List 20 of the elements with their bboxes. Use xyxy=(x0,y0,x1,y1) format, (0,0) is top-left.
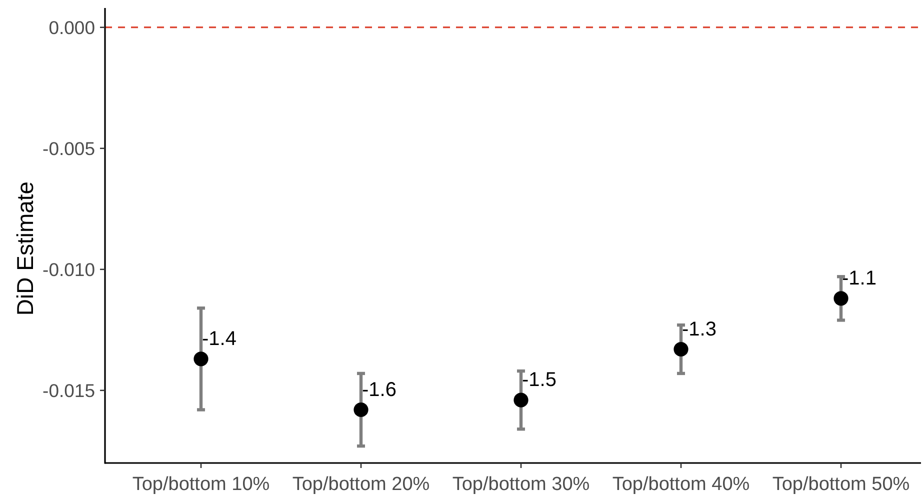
annotation: -1.6 xyxy=(362,378,396,401)
x-tick-label: Top/bottom 20% xyxy=(292,474,430,495)
y-tick-label: -0.005 xyxy=(42,138,95,159)
x-tick-label: Top/bottom 30% xyxy=(452,474,590,495)
point xyxy=(354,402,368,418)
annotation: -1.1 xyxy=(842,267,876,290)
x-tick-label: Top/bottom 50% xyxy=(772,474,910,495)
y-tick-label: -0.015 xyxy=(42,380,95,401)
point xyxy=(514,392,528,408)
annotation: -1.5 xyxy=(522,369,556,392)
annotation: -1.3 xyxy=(682,318,716,340)
point xyxy=(674,342,688,357)
point xyxy=(834,291,848,306)
y-tick-label: 0.000 xyxy=(48,16,95,38)
y-tick-label: -0.010 xyxy=(42,258,95,280)
point xyxy=(194,352,208,366)
x-tick-label: Top/bottom 10% xyxy=(132,474,270,495)
x-tick-label: Top/bottom 40% xyxy=(612,474,750,495)
y-axis-title: DiD Estimate xyxy=(12,181,38,316)
annotation: -1.4 xyxy=(202,328,236,350)
